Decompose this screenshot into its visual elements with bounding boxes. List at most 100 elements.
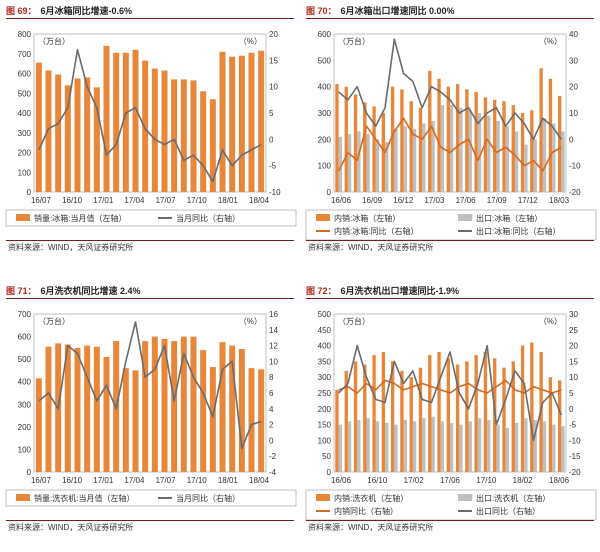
y2-tick-label: 0 bbox=[269, 135, 274, 144]
series-line bbox=[38, 48, 262, 183]
y-tick-label: 150 bbox=[318, 421, 332, 430]
bar bbox=[561, 426, 565, 472]
legend-entry: 出口同比（右轴） bbox=[476, 506, 540, 516]
bar bbox=[450, 423, 454, 472]
bar bbox=[530, 342, 534, 472]
bar bbox=[474, 355, 478, 472]
legend-entry: 销量:洗衣机:当月值（左轴） bbox=[34, 493, 134, 503]
legend-swatch bbox=[458, 494, 472, 501]
y2-tick-label: -4 bbox=[269, 468, 277, 477]
y-tick-label: 300 bbox=[318, 109, 332, 118]
bar bbox=[132, 49, 139, 192]
bar bbox=[353, 94, 358, 192]
series-line bbox=[337, 117, 562, 172]
y-tick-label: 350 bbox=[318, 357, 332, 366]
legend-box bbox=[305, 489, 597, 520]
legend-entry: 出口:冰箱:同比（右轴） bbox=[476, 226, 560, 236]
bar bbox=[84, 77, 91, 192]
bar bbox=[428, 70, 432, 192]
bar bbox=[514, 423, 519, 472]
y2-tick-label: 10 bbox=[269, 357, 278, 366]
x-tick-label: 17/01 bbox=[93, 476, 114, 485]
bar bbox=[385, 423, 389, 472]
chart-washer-sales: 0 100 200 300 400 500 600 700 -4 -2 0 2 4 6 8 10 12 14 16 （… bbox=[5, 310, 297, 507]
y-tick-label: 500 bbox=[318, 310, 332, 319]
bar bbox=[496, 120, 500, 192]
legend-entry: 当月同比（右轴） bbox=[176, 493, 240, 503]
series-line bbox=[338, 38, 563, 141]
bar bbox=[422, 418, 426, 472]
x-tick-label: 17/04 bbox=[124, 196, 145, 205]
bar bbox=[558, 95, 562, 192]
legend-entry: 内销同比（右轴） bbox=[334, 506, 398, 516]
bar bbox=[514, 131, 519, 192]
bar bbox=[524, 144, 528, 192]
bar bbox=[338, 424, 342, 472]
y-tick-label: 500 bbox=[18, 355, 32, 364]
panel-fridge-export: 图 70： 6月冰箱出口增速同比 0.00% 0 100 200 300 400 500 60… bbox=[304, 4, 598, 272]
y-tick-label: 0 bbox=[27, 468, 32, 477]
plot-frame bbox=[33, 33, 267, 193]
bar bbox=[103, 356, 110, 472]
x-tick-label: 17/10 bbox=[476, 476, 497, 485]
bar bbox=[366, 134, 370, 192]
bar bbox=[487, 115, 491, 192]
bar bbox=[418, 367, 423, 472]
x-tick-label: 18/02 bbox=[513, 476, 534, 485]
y-tick-label: 700 bbox=[18, 50, 32, 59]
bar bbox=[200, 350, 207, 472]
bar bbox=[477, 418, 482, 472]
bar bbox=[505, 427, 510, 472]
y-tick-label: 600 bbox=[18, 70, 32, 79]
bar bbox=[161, 338, 168, 472]
source-note: 资料来源：WIND，天风证券研究所 bbox=[8, 243, 134, 252]
panel-washer-sales: 图 71： 6月洗衣机同比增速 2.4% 0 100 200 300 400 500 600 7… bbox=[4, 284, 298, 552]
bar bbox=[372, 355, 376, 472]
x-tick-label: 16/07 bbox=[31, 196, 52, 205]
y2-tick-label: -10 bbox=[569, 436, 581, 445]
bar bbox=[465, 361, 469, 472]
x-tick-label: 18/03 bbox=[549, 196, 570, 205]
x-tick-label: 17/06 bbox=[456, 196, 477, 205]
bar bbox=[455, 364, 460, 472]
y-tick-label: 0 bbox=[27, 188, 32, 197]
bar bbox=[209, 367, 216, 472]
bar bbox=[422, 123, 426, 192]
y2-tick-label: 20 bbox=[569, 83, 578, 92]
x-tick-label: 18/01 bbox=[218, 196, 239, 205]
bar bbox=[496, 424, 500, 472]
y-tick-label: 400 bbox=[18, 109, 32, 118]
x-tick-label: 17/01 bbox=[93, 196, 114, 205]
legend-swatch bbox=[16, 214, 30, 221]
bar bbox=[505, 126, 510, 192]
y2-tick-label: 8 bbox=[269, 373, 274, 382]
bar bbox=[394, 424, 398, 472]
bar bbox=[353, 361, 358, 472]
bar bbox=[229, 56, 236, 193]
x-tick-label: 16/06 bbox=[331, 476, 352, 485]
bar bbox=[238, 348, 245, 472]
y2-tick-label: 5 bbox=[269, 109, 274, 118]
bar bbox=[258, 50, 265, 192]
y2-unit-label: （%） bbox=[539, 317, 562, 326]
x-tick-label: 17/10 bbox=[187, 476, 208, 485]
bar bbox=[409, 377, 413, 472]
bar bbox=[357, 131, 361, 192]
x-tick-label: 17/02 bbox=[404, 476, 425, 485]
bar bbox=[390, 361, 395, 472]
bar bbox=[390, 86, 395, 192]
bar bbox=[344, 86, 348, 192]
bar bbox=[459, 107, 463, 192]
series-line bbox=[338, 344, 563, 442]
y-tick-label: 800 bbox=[18, 30, 32, 39]
bar bbox=[122, 368, 129, 472]
bar bbox=[385, 141, 389, 192]
y-tick-label: 400 bbox=[318, 83, 332, 92]
x-tick-label: 17/04 bbox=[124, 476, 145, 485]
bar bbox=[483, 351, 488, 472]
panel-fridge-sales: 图 69： 6月冰箱同比增速-0.6% 0 100 200 300 400 500 600 70… bbox=[4, 4, 298, 272]
bar bbox=[74, 78, 81, 192]
bar bbox=[113, 52, 120, 193]
chart-title: 图 70： 6月冰箱出口增速同比 0.00% bbox=[306, 4, 594, 19]
divider bbox=[6, 240, 294, 241]
